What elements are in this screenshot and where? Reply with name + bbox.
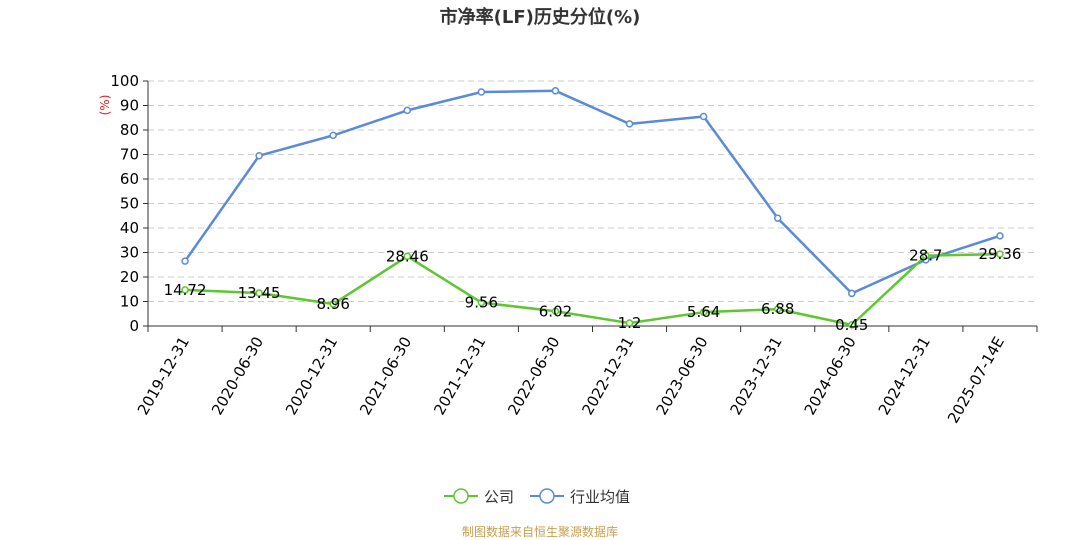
y-tick-label: 80 (120, 121, 139, 139)
data-point (773, 214, 782, 222)
legend-item-1[interactable]: 行业均值 (530, 488, 630, 506)
x-axis-ticks: 2019-12-31 2020-06-30 2020-12-31 2021-06-30… (134, 334, 1008, 427)
data-point (699, 112, 708, 121)
y-tick-label: 0 (129, 317, 139, 335)
legend-marker (539, 488, 555, 504)
legend[interactable]: 公司 行业均值 (444, 488, 630, 506)
x-tick-label: 2023-06-30 (652, 334, 711, 419)
x-tick-label: 2025-07-14E (944, 334, 1008, 427)
data-point (329, 300, 337, 308)
y-tick-label: 70 (120, 146, 139, 164)
data-point (551, 307, 560, 316)
data-point (773, 305, 782, 313)
data-point (403, 252, 412, 261)
data-label: 1.2 (618, 314, 642, 332)
y-axis-ticks: 0 10 20 30 40 50 60 70 80 90 100 (110, 72, 139, 335)
axes (143, 80, 1038, 332)
y-tick-label: 100 (110, 72, 139, 90)
y-tick-label: 30 (120, 244, 139, 262)
x-tick-label: 2023-12-31 (727, 334, 786, 419)
x-tick-label: 2022-12-31 (578, 334, 637, 419)
y-tick-label: 10 (120, 293, 139, 311)
data-label: 28.46 (386, 247, 429, 265)
data-label: 29.36 (978, 245, 1021, 263)
legend-item-0[interactable]: 公司 (444, 488, 514, 506)
data-label: 0.45 (835, 316, 868, 334)
data-label: 6.02 (539, 302, 572, 320)
data-point (625, 319, 634, 327)
data-point (699, 308, 708, 316)
data-point (477, 298, 486, 307)
data-point (625, 120, 634, 128)
data-label: 6.88 (761, 300, 794, 318)
x-tick-label: 2021-06-30 (356, 334, 415, 419)
y-axis-unit: (%) (98, 95, 112, 116)
data-point (181, 286, 189, 294)
legend-label: 公司 (484, 488, 514, 506)
x-tick-label: 2019-12-31 (134, 334, 193, 419)
data-point (551, 87, 560, 95)
source-note: 制图数据来自恒生聚源数据库 (462, 524, 618, 539)
x-tick-label: 2021-12-31 (430, 334, 489, 419)
data-point (403, 106, 412, 115)
series-line-0 (184, 252, 1000, 327)
x-tick-label: 2020-06-30 (208, 334, 267, 419)
data-point (922, 251, 930, 260)
data-point (255, 289, 263, 297)
data-point (255, 151, 263, 160)
x-tick-label: 2022-06-30 (504, 334, 563, 419)
x-tick-label: 2024-06-30 (801, 334, 860, 419)
legend-marker (453, 488, 469, 504)
y-tick-label: 20 (120, 268, 139, 286)
data-point (848, 321, 856, 329)
series-line-1 (184, 89, 1001, 295)
y-tick-label: 50 (120, 195, 139, 213)
series (181, 87, 1004, 329)
y-tick-label: 90 (120, 97, 139, 115)
y-tick-label: 40 (120, 219, 139, 237)
data-label: 9.56 (465, 294, 498, 312)
data-point (996, 232, 1004, 240)
data-label: 5.64 (687, 303, 720, 321)
y-tick-label: 60 (120, 170, 139, 188)
data-label: 13.45 (238, 284, 281, 302)
data-point (848, 289, 856, 298)
data-point (477, 88, 486, 96)
data-label: 14.72 (164, 281, 207, 299)
x-tick-label: 2024-12-31 (875, 334, 934, 419)
chart-title: 市净率(LF)历史分位(%) (440, 6, 641, 28)
legend-label: 行业均值 (570, 488, 630, 506)
data-label: 28.7 (909, 247, 942, 265)
x-tick-label: 2020-12-31 (282, 334, 341, 419)
data-label: 8.96 (317, 295, 350, 313)
grid (148, 80, 1037, 302)
data-point (181, 257, 189, 265)
data-point (996, 250, 1004, 258)
data-point (329, 131, 337, 140)
data-labels: 14.72 13.45 8.96 28.46 9.56 6.02 1.2 5.64 6.88 0.… (164, 245, 1022, 334)
